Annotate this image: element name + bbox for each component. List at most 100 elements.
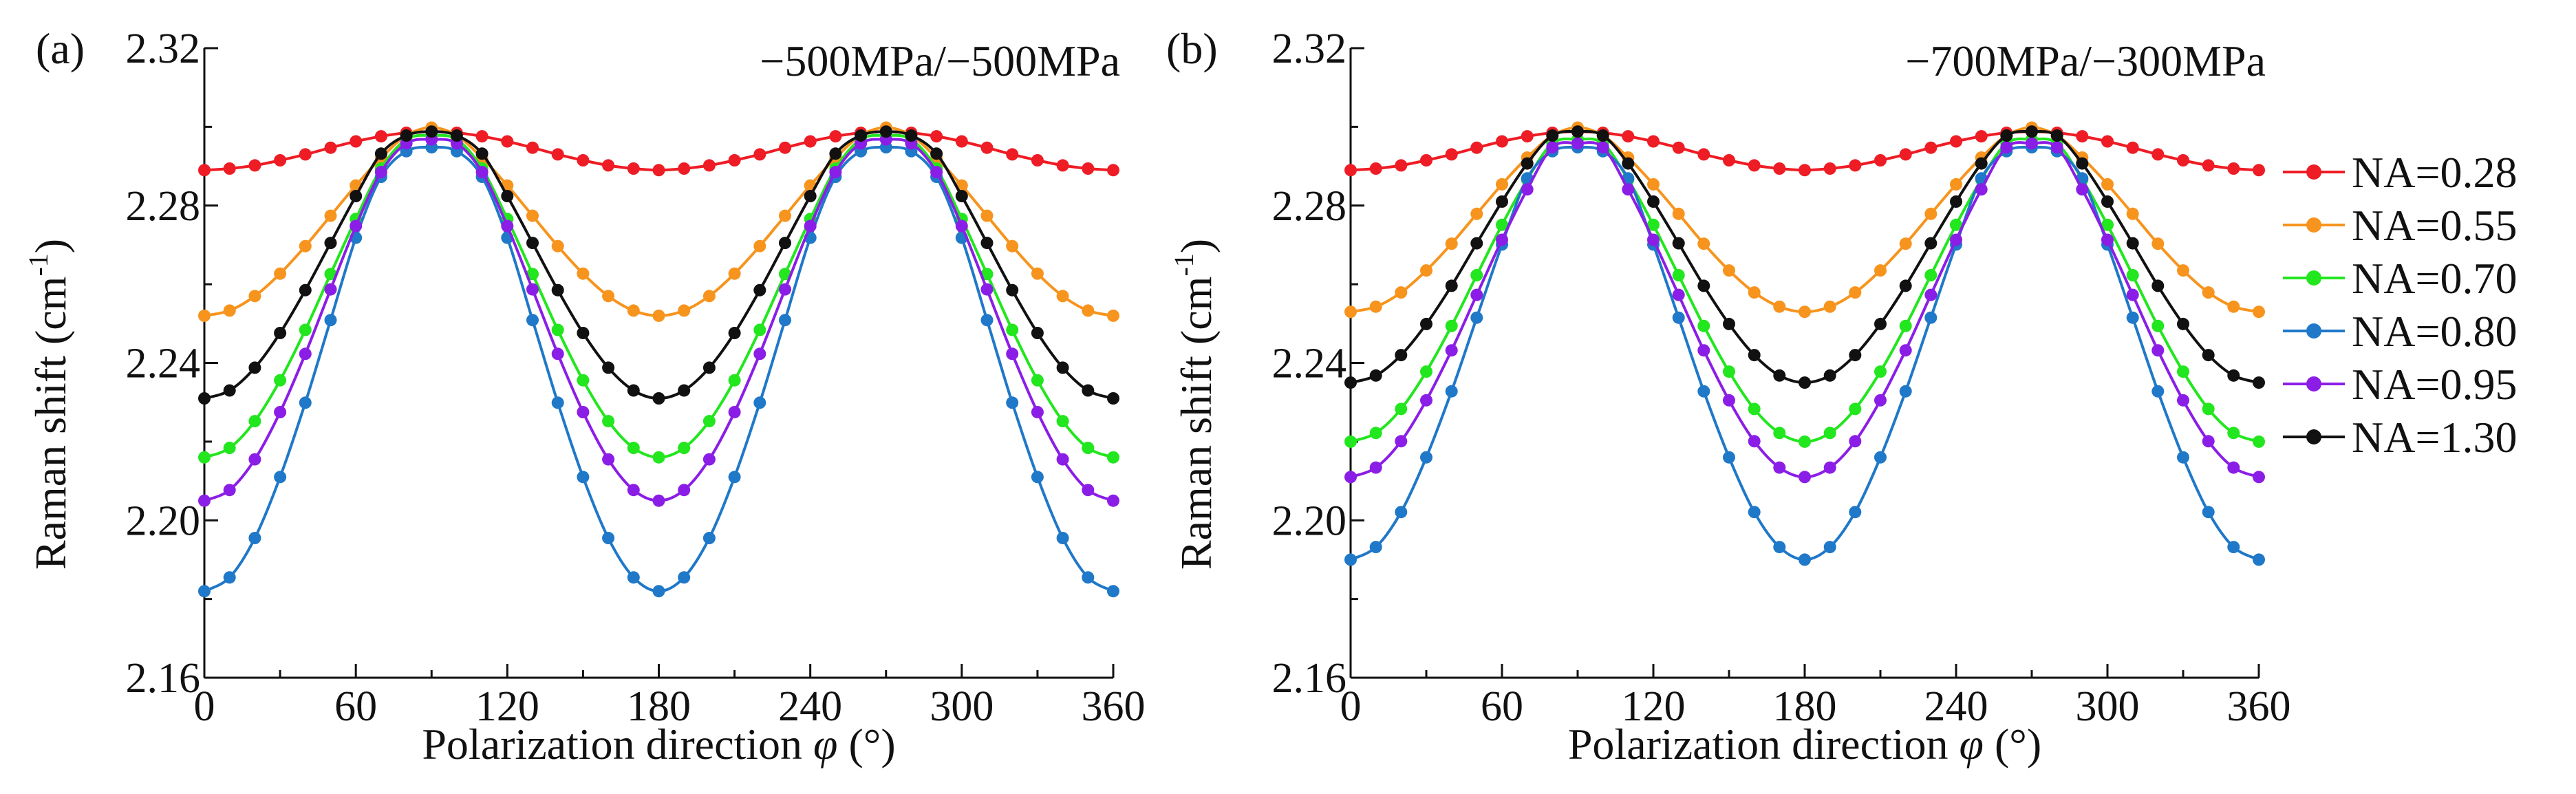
data-point [1445, 148, 1458, 161]
data-point [1622, 157, 1635, 170]
data-point [652, 392, 665, 405]
data-point [1006, 347, 1019, 361]
data-point [2253, 164, 2265, 177]
data-point [350, 190, 363, 202]
data-point [1975, 130, 1988, 143]
data-point [1823, 461, 1836, 474]
data-point [324, 283, 337, 296]
data-point [1899, 148, 1912, 161]
data-point [1874, 365, 1887, 378]
data-point [2202, 506, 2215, 519]
data-point [1006, 396, 1019, 409]
data-point [627, 162, 640, 175]
data-point [2076, 130, 2089, 143]
panel-a: 2.16 2.20 2.24 2.28 2.32 0 60 120 180 240 300 360 (a… [23, 24, 1146, 769]
data-point [678, 384, 691, 397]
legend-item: NA=0.95 [2283, 360, 2518, 409]
series-na-0-95 [1344, 137, 2265, 484]
data-point [980, 209, 994, 222]
data-point [1874, 317, 1887, 330]
data-point [1647, 135, 1660, 148]
data-point [1899, 344, 1912, 357]
data-point [2126, 269, 2139, 281]
y-axis-title-sup: -1 [23, 253, 54, 276]
data-point [1031, 327, 1044, 339]
data-point [577, 154, 590, 167]
data-point [1672, 141, 1685, 154]
x-axis-title-unit: (°) [837, 720, 895, 769]
data-point [1723, 154, 1735, 167]
data-point [1924, 269, 1938, 281]
data-point [1344, 164, 1357, 177]
x-tick-label: 120 [1622, 683, 1686, 730]
data-point [1470, 311, 1483, 324]
data-point [1521, 157, 1534, 170]
data-point [1697, 237, 1710, 250]
panel-label: (b) [1166, 24, 1218, 73]
data-point [274, 154, 287, 167]
data-point [1369, 162, 1382, 175]
data-point [248, 290, 261, 303]
data-point [223, 384, 236, 397]
data-point [1082, 162, 1095, 175]
data-point [1647, 178, 1660, 191]
data-point [2151, 279, 2165, 292]
data-point [299, 239, 312, 253]
data-point [753, 396, 766, 409]
data-point [955, 135, 968, 148]
data-point [223, 442, 236, 454]
data-point [526, 314, 539, 327]
data-point [2227, 162, 2240, 175]
data-point [702, 453, 716, 466]
data-point [551, 347, 564, 361]
data-point [1082, 442, 1095, 454]
x-axis-title-symbol: φ [813, 720, 837, 769]
data-point [1521, 130, 1534, 143]
data-point [627, 304, 640, 317]
data-point [2253, 553, 2265, 566]
data-point [299, 323, 312, 336]
data-point [627, 571, 640, 584]
data-point [1647, 218, 1660, 231]
data-point [678, 571, 691, 584]
data-point [1748, 159, 1761, 172]
data-point [2227, 300, 2240, 313]
data-point [1899, 319, 1912, 332]
data-point [1849, 403, 1862, 416]
data-point [1748, 403, 1761, 416]
data-point [2151, 148, 2165, 161]
data-point [702, 361, 716, 374]
data-point [324, 141, 337, 154]
data-point [602, 532, 615, 544]
y-tick-label: 2.32 [1272, 25, 1347, 72]
data-point [1950, 233, 1962, 246]
data-point [652, 585, 665, 598]
data-point [526, 283, 539, 296]
data-point [1773, 427, 1786, 440]
data-point [1344, 553, 1357, 566]
data-point [1496, 195, 1508, 208]
x-tick-label: 360 [2227, 683, 2291, 730]
data-point [804, 135, 817, 148]
data-point [1571, 125, 1584, 138]
data-point [2076, 183, 2089, 196]
y-axis-title-close: ) [26, 239, 75, 253]
data-point [1823, 300, 1836, 313]
data-point [1924, 237, 1938, 250]
data-point [299, 347, 312, 361]
data-point [1950, 135, 1962, 148]
data-point [526, 209, 539, 222]
legend-label: NA=0.80 [2352, 307, 2518, 356]
data-point [930, 130, 943, 143]
data-point [728, 406, 741, 418]
data-point [678, 304, 691, 317]
data-point [2126, 237, 2139, 250]
data-point [1496, 218, 1508, 231]
data-point [2126, 207, 2139, 220]
data-point [1420, 317, 1432, 330]
data-point [779, 209, 791, 222]
data-point [1369, 461, 1382, 474]
data-point [1420, 365, 1432, 378]
data-point [2202, 349, 2215, 362]
